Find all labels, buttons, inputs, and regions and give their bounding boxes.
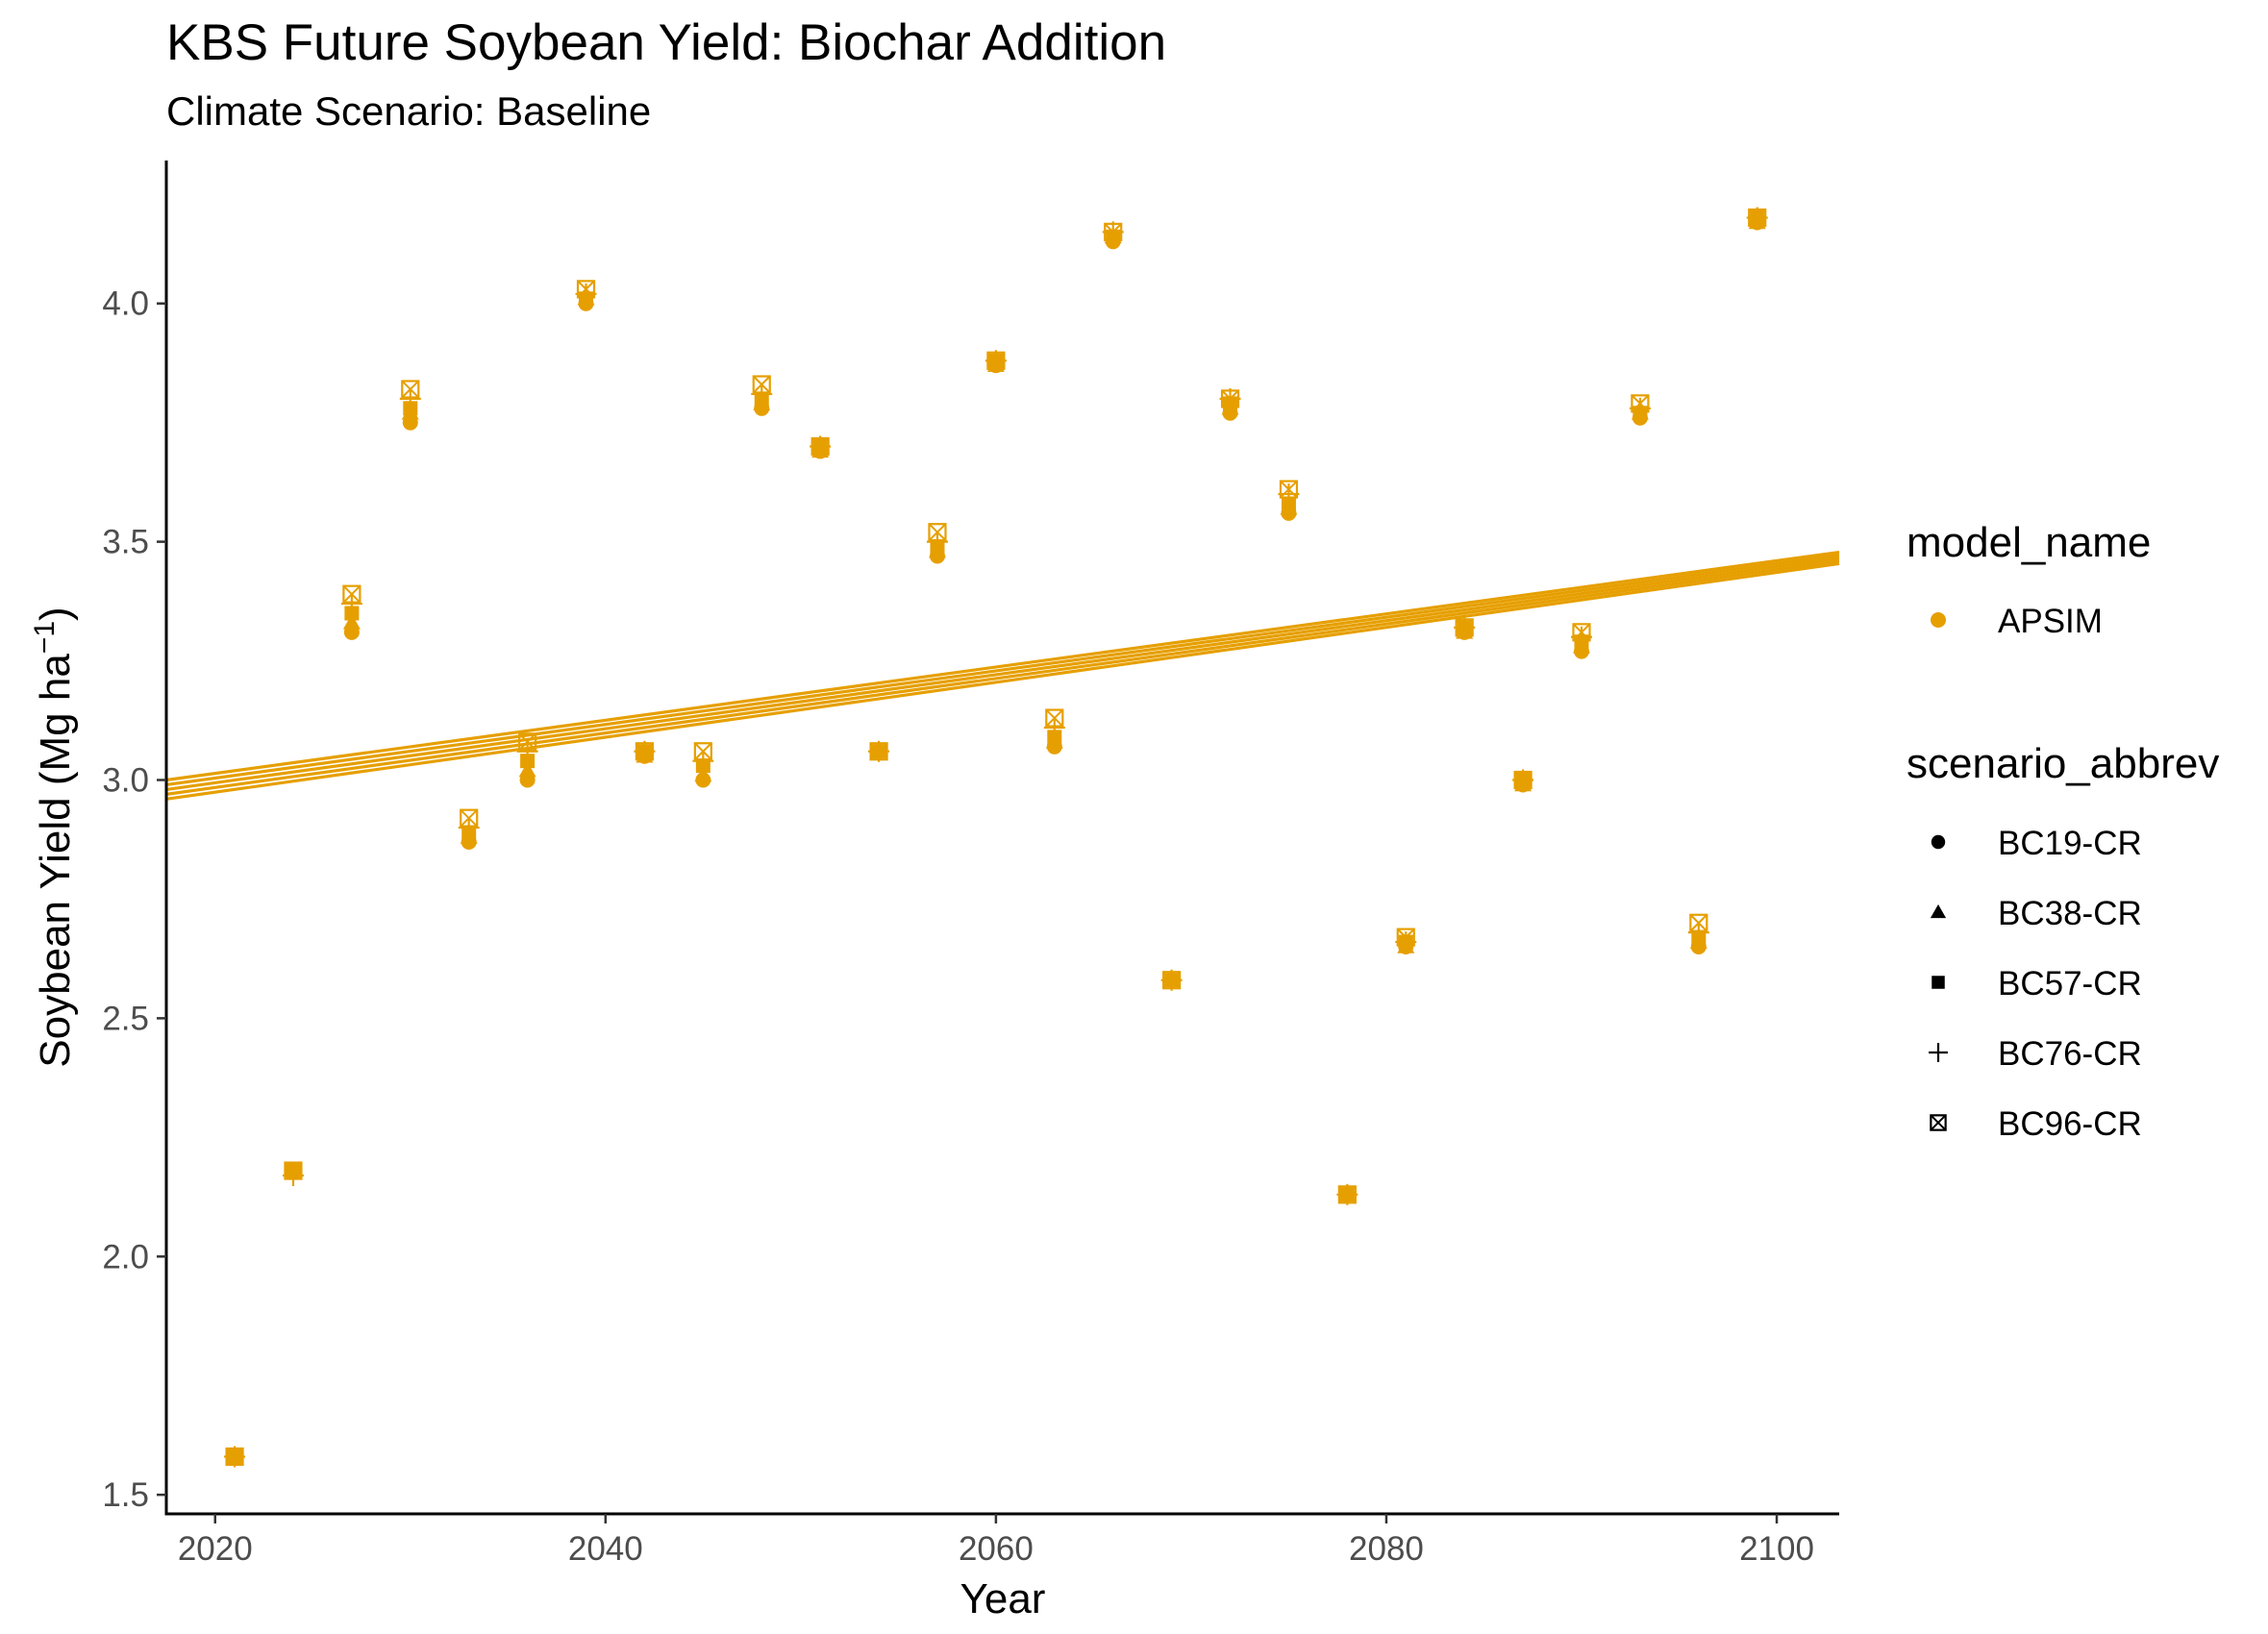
legend-label-bc96-cr: BC96-CR bbox=[1998, 1105, 2142, 1143]
point-bc96-cr-2063 bbox=[1045, 708, 1064, 728]
legend-scenario-items: BC19-CR BC38-CR BC57-CR BC76-CR BC96-CR bbox=[1929, 825, 2142, 1143]
legend-key-bc76-cr bbox=[1929, 1043, 1948, 1062]
y-axis-title: Soybean Yield (Mg ha−1) bbox=[29, 607, 79, 1067]
x-tick-label: 2020 bbox=[178, 1530, 253, 1568]
y-tick-label: 3.5 bbox=[102, 524, 149, 561]
y-tick-label: 2.0 bbox=[102, 1238, 149, 1275]
point-bc96-cr-2054 bbox=[869, 742, 888, 761]
point-bc96-cr-2078 bbox=[1337, 1185, 1357, 1204]
legend-key-bc38-cr bbox=[1930, 904, 1947, 919]
y-axis-title-main: Soybean Yield (Mg ha bbox=[32, 654, 79, 1068]
legend-label-bc57-cr: BC57-CR bbox=[1998, 965, 2142, 1003]
chart-subtitle: Climate Scenario: Baseline bbox=[166, 88, 651, 134]
trend-line-bc19-cr bbox=[165, 561, 1840, 801]
trend-line-bc57-cr bbox=[165, 556, 1840, 792]
point-bc76-cr-2033 bbox=[458, 817, 480, 839]
trend-lines bbox=[165, 550, 1840, 801]
point-bc96-cr-2093 bbox=[1631, 394, 1650, 413]
x-axis-ticks: 2020 2040 2060 2080 2100 bbox=[178, 1514, 1814, 1568]
legend-label-bc38-cr: BC38-CR bbox=[1998, 895, 2142, 932]
y-tick-label: 3.0 bbox=[102, 762, 149, 800]
y-axis-title-superscript: −1 bbox=[29, 621, 61, 654]
x-tick-label: 2060 bbox=[959, 1530, 1034, 1568]
legend-model-label: APSIM bbox=[1998, 603, 2103, 640]
point-bc96-cr-2066 bbox=[1104, 222, 1123, 241]
point-bc96-cr-2024 bbox=[284, 1161, 303, 1180]
point-bc96-cr-2027 bbox=[342, 584, 361, 604]
chart-title: KBS Future Soybean Yield: Biochar Additi… bbox=[166, 14, 1166, 71]
trend-line-bc76-cr bbox=[165, 553, 1840, 787]
point-bc38-cr-2036 bbox=[518, 761, 536, 778]
point-bc76-cr-2027 bbox=[340, 593, 362, 615]
point-bc96-cr-2036 bbox=[518, 732, 537, 752]
x-tick-label: 2100 bbox=[1739, 1530, 1814, 1568]
x-tick-label: 2080 bbox=[1349, 1530, 1424, 1568]
point-bc96-cr-2033 bbox=[460, 808, 479, 828]
point-bc96-cr-2069 bbox=[1162, 971, 1182, 990]
x-axis-title: Year bbox=[960, 1575, 1046, 1622]
legend-label-bc76-cr: BC76-CR bbox=[1998, 1035, 2142, 1073]
point-bc96-cr-2087 bbox=[1513, 770, 1533, 790]
point-bc96-cr-2045 bbox=[693, 742, 712, 761]
trend-line-bc38-cr bbox=[165, 558, 1840, 796]
point-bc76-cr-2075 bbox=[1278, 483, 1300, 506]
legend-model-title: model_name bbox=[1907, 519, 2151, 566]
y-tick-label: 2.5 bbox=[102, 1000, 149, 1037]
y-axis-title-end: ) bbox=[32, 607, 79, 621]
point-bc38-cr-2045 bbox=[694, 766, 712, 782]
point-bc76-cr-2063 bbox=[1043, 716, 1065, 738]
legend-key-bc96-cr bbox=[1930, 1114, 1947, 1131]
point-bc76-cr-2045 bbox=[692, 750, 714, 772]
point-bc76-cr-2048 bbox=[751, 383, 773, 405]
point-bc96-cr-2096 bbox=[1689, 913, 1708, 932]
point-bc76-cr-2057 bbox=[926, 531, 948, 553]
point-bc96-cr-2042 bbox=[635, 742, 655, 761]
y-tick-label: 4.0 bbox=[102, 285, 149, 323]
y-axis-ticks: 1.5 2.0 2.5 3.0 3.5 4.0 bbox=[102, 285, 166, 1514]
point-bc96-cr-2060 bbox=[986, 351, 1006, 370]
legend-apsim-key bbox=[1931, 612, 1946, 628]
point-bc76-cr-2093 bbox=[1629, 397, 1651, 419]
point-bc96-cr-2084 bbox=[1455, 618, 1474, 637]
point-bc96-cr-2051 bbox=[810, 436, 830, 457]
legend-key-bc19-cr bbox=[1931, 834, 1946, 850]
point-bc96-cr-2039 bbox=[576, 280, 596, 299]
legend-label-bc19-cr: BC19-CR bbox=[1998, 825, 2142, 862]
point-bc76-cr-2024 bbox=[282, 1165, 304, 1186]
point-bc76-cr-2081 bbox=[1395, 931, 1417, 953]
point-bc96-cr-2021 bbox=[225, 1447, 244, 1467]
point-bc76-cr-2030 bbox=[399, 387, 421, 409]
point-bc96-cr-2090 bbox=[1572, 623, 1591, 642]
point-bc96-cr-2072 bbox=[1220, 389, 1240, 408]
point-bc96-cr-2048 bbox=[752, 375, 771, 394]
legend: model_name APSIM scenario_abbrev BC19-CR… bbox=[1907, 519, 2219, 1143]
point-bc96-cr-2075 bbox=[1279, 480, 1299, 499]
trend-line-bc96-cr bbox=[165, 550, 1840, 782]
point-bc96-cr-2030 bbox=[401, 380, 420, 399]
point-bc76-cr-2096 bbox=[1687, 922, 1709, 944]
point-bc76-cr-2090 bbox=[1570, 626, 1592, 648]
point-bc96-cr-2057 bbox=[928, 523, 947, 542]
y-tick-label: 1.5 bbox=[102, 1476, 149, 1514]
legend-scenario-title: scenario_abbrev bbox=[1907, 740, 2219, 787]
point-bc96-cr-2081 bbox=[1396, 928, 1415, 947]
legend-key-bc57-cr bbox=[1932, 976, 1945, 989]
x-tick-label: 2040 bbox=[568, 1530, 643, 1568]
point-bc76-cr-2039 bbox=[575, 283, 597, 305]
point-bc38-cr-2027 bbox=[342, 613, 361, 630]
point-bc96-cr-2099 bbox=[1748, 208, 1767, 228]
data-points bbox=[224, 207, 1768, 1468]
point-bc76-cr-2036 bbox=[516, 740, 538, 762]
